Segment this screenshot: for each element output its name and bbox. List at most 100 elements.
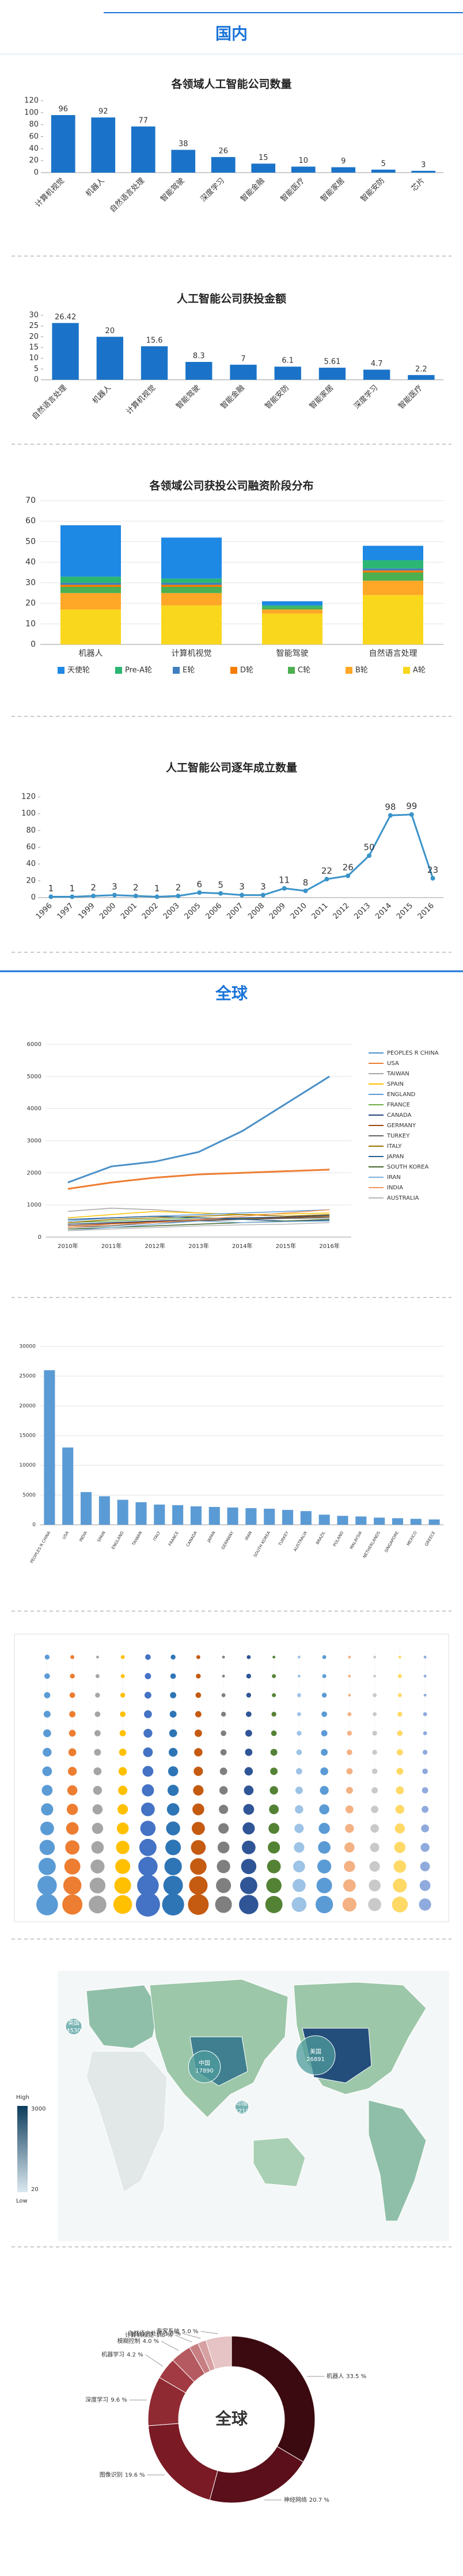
x-tick-label: IRAN (244, 1531, 253, 1541)
data-label: 机器学习 4.2 % (101, 2350, 143, 2358)
data-label: 神经网络 20.7 % (284, 2496, 329, 2504)
bubble (423, 1674, 427, 1678)
bubble (269, 1804, 279, 1815)
world-map (58, 1971, 449, 2241)
bubble (320, 1785, 329, 1795)
legend-label: Pre-A轮 (125, 666, 152, 675)
bar-segment (161, 585, 222, 587)
value-label: 4.2 % (127, 2352, 143, 2358)
line (67, 1075, 330, 1184)
bubble (65, 1840, 79, 1855)
legend-label: TURKEY (386, 1133, 410, 1139)
x-tick-label: 2011 (310, 902, 330, 921)
bubble (69, 1711, 76, 1718)
point (388, 813, 393, 818)
bar (355, 1516, 367, 1525)
bubble (67, 1785, 78, 1796)
bubble (372, 1750, 377, 1755)
bubble (41, 1785, 53, 1796)
bubble (166, 1803, 180, 1816)
bubble (164, 1857, 182, 1875)
legend-label: CANADA (387, 1112, 412, 1119)
x-tick-label: BRAZIL (315, 1531, 326, 1545)
bubble (165, 1840, 181, 1856)
category-label: 模糊控制 (117, 2337, 141, 2345)
bar (135, 1502, 147, 1525)
x-tick-label: MALAYSIA (349, 1531, 363, 1550)
bubble (372, 1731, 377, 1736)
x-tick-label: 2002 (141, 902, 160, 921)
bubble (319, 1804, 329, 1815)
bubble (94, 1711, 101, 1718)
bar (185, 362, 212, 380)
bubble (170, 1673, 176, 1679)
bubble (423, 1693, 427, 1697)
legend-label: C轮 (298, 666, 310, 675)
chart-title: 各领域人工智能公司数量 (170, 78, 291, 91)
x-tick-label: NETHERLANDS (362, 1531, 381, 1559)
bubble (371, 1787, 378, 1793)
bar-segment (262, 601, 322, 606)
legend-label: D轮 (240, 666, 253, 675)
x-tick-label: 智能家居 (318, 176, 346, 204)
x-tick-label: INDIA (78, 1531, 88, 1543)
line (67, 1211, 330, 1219)
bubble (143, 1728, 153, 1738)
bubble (347, 1731, 352, 1736)
legend-label: E轮 (183, 666, 195, 675)
bar-segment (363, 595, 423, 644)
legend-label: AUSTRALIA (387, 1195, 419, 1201)
bubble (92, 1804, 103, 1815)
bubble (69, 1692, 75, 1699)
data-label: 2 (176, 883, 181, 893)
bar (117, 1499, 128, 1525)
x-tick-label: SPAIN (97, 1531, 107, 1543)
bubble (240, 1876, 257, 1894)
data-label: 26.42 (55, 313, 76, 322)
x-tick-label: ENGLAND (111, 1531, 124, 1550)
legend-label: 天使轮 (67, 666, 90, 675)
bar-segment (262, 609, 322, 614)
y-tick-label: 40 (25, 558, 36, 567)
section-header: 全球 (215, 984, 248, 1003)
bubble (243, 1804, 255, 1815)
bar (131, 126, 155, 173)
x-tick-label: 智能金融 (238, 176, 266, 204)
data-label: 机器人 33.5 % (327, 2372, 366, 2380)
bubble (246, 1655, 251, 1659)
bubble (89, 1895, 107, 1914)
bubble (44, 1692, 51, 1699)
bubble (370, 1842, 379, 1852)
bar (141, 346, 168, 380)
x-tick-label: CANADA (185, 1531, 198, 1548)
leader-line (200, 2331, 218, 2334)
category-label: 深度学习 (85, 2396, 108, 2403)
data-label: 11 (279, 875, 290, 885)
bubble (296, 1749, 302, 1756)
bubble (191, 1840, 206, 1855)
y-tick-label: 20 (29, 157, 39, 165)
y-tick-label: 20000 (19, 1403, 36, 1409)
x-tick-label: 1997 (56, 902, 75, 921)
data-label: 3 (112, 881, 117, 892)
bar (51, 115, 75, 173)
y-tick-label: 0 (34, 376, 39, 384)
bubble (347, 1712, 352, 1716)
continent (86, 1985, 159, 2049)
bubble (222, 1674, 225, 1678)
bubble (421, 1824, 429, 1833)
x-tick-label: 智能驾驶 (174, 384, 202, 411)
y-tick-label: 60 (26, 843, 36, 852)
data-label: 图像识别 19.6 % (100, 2471, 145, 2478)
bar-segment (60, 525, 121, 577)
y-tick-label: 40 (29, 144, 39, 153)
data-label: 96 (58, 105, 68, 114)
bubble (116, 1822, 129, 1834)
bubble (294, 1823, 304, 1833)
bubble (62, 1894, 83, 1915)
y-tick-label: 10 (29, 354, 39, 362)
bubble (43, 1729, 51, 1738)
bar (318, 1514, 330, 1525)
bubble (346, 1805, 354, 1814)
line (67, 1220, 330, 1231)
